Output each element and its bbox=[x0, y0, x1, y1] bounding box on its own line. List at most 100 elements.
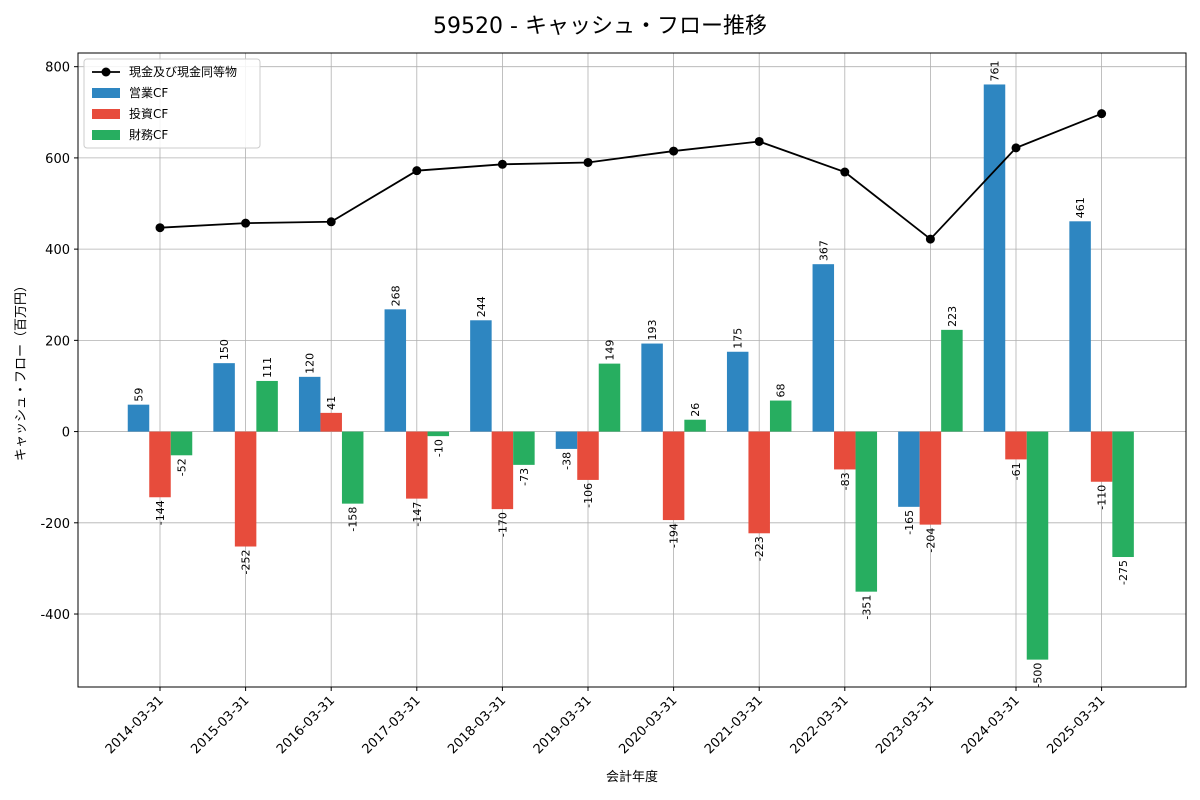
y-tick-label: 600 bbox=[45, 152, 70, 167]
bar-value-label: 111 bbox=[261, 357, 274, 378]
bar-value-label: 175 bbox=[732, 328, 745, 349]
bar-investing bbox=[1005, 431, 1027, 460]
bar-value-label: 68 bbox=[775, 384, 788, 398]
legend-box bbox=[83, 58, 261, 149]
cash-point bbox=[754, 136, 764, 146]
x-tick-label: 2016-03-31 bbox=[274, 693, 338, 757]
bar-financing bbox=[598, 363, 621, 432]
bar-operating bbox=[641, 343, 663, 432]
x-tick-label: 2017-03-31 bbox=[360, 693, 424, 757]
bar-operating bbox=[298, 376, 321, 432]
bar-value-label: -106 bbox=[582, 483, 595, 508]
cash-line bbox=[155, 109, 1107, 244]
bar-value-label: -61 bbox=[1010, 462, 1023, 480]
bar-investing bbox=[320, 412, 342, 432]
bar-financing bbox=[427, 431, 450, 437]
bar-investing bbox=[662, 431, 685, 521]
x-tick-label: 2019-03-31 bbox=[531, 693, 595, 757]
cash-point bbox=[1011, 143, 1021, 153]
bar-operating bbox=[983, 84, 1006, 432]
bar-operating bbox=[1069, 221, 1091, 432]
bar-value-label: -158 bbox=[347, 507, 360, 532]
y-tick-label: 200 bbox=[45, 334, 70, 349]
cash-point bbox=[925, 234, 935, 244]
cash-point bbox=[840, 167, 850, 177]
x-tick-label: 2025-03-31 bbox=[1044, 693, 1108, 757]
bar-value-label: -165 bbox=[903, 510, 916, 535]
cash-line-path bbox=[159, 112, 1102, 241]
bar-operating bbox=[127, 404, 150, 432]
y-axis-label: キャッシュ・フロー（百万円） bbox=[14, 279, 29, 461]
legend-label: 投資CF bbox=[129, 106, 168, 121]
bar-value-label: 41 bbox=[325, 396, 338, 410]
bar-investing bbox=[577, 431, 599, 480]
bar-value-label: 367 bbox=[817, 240, 830, 261]
bar-value-label: 761 bbox=[989, 60, 1002, 81]
bar-value-label: -194 bbox=[668, 523, 681, 548]
legend-bar-swatch bbox=[92, 109, 120, 119]
x-tick-label: 2024-03-31 bbox=[959, 693, 1023, 757]
bar-value-label: -351 bbox=[860, 595, 873, 620]
bar-investing bbox=[491, 431, 514, 510]
bar-value-label: -204 bbox=[924, 528, 937, 553]
bar-labels: 59 150 120 268 244 -38 193 175 367 -165 761 461 -144… bbox=[133, 60, 1131, 687]
bar-value-label: -500 bbox=[1032, 663, 1045, 688]
x-tick-label: 2023-03-31 bbox=[873, 693, 937, 757]
bar-operating bbox=[726, 351, 749, 432]
bar-value-label: -223 bbox=[753, 536, 766, 561]
bar-value-label: -275 bbox=[1117, 560, 1130, 585]
x-tick-label: 2015-03-31 bbox=[188, 693, 252, 757]
bar-value-label: 26 bbox=[689, 403, 702, 417]
x-axis-label: 会計年度 bbox=[606, 769, 658, 785]
bar-value-label: 150 bbox=[218, 339, 231, 360]
bar-value-label: 120 bbox=[304, 353, 317, 374]
cash-point bbox=[326, 217, 336, 227]
bar-value-label: -52 bbox=[176, 458, 189, 476]
cash-point bbox=[583, 157, 593, 167]
legend-bar-swatch bbox=[92, 130, 120, 140]
chart-title: 59520 - キャッシュ・フロー推移 bbox=[433, 14, 767, 39]
x-tick-label: 2022-03-31 bbox=[788, 693, 852, 757]
bar-value-label: -147 bbox=[411, 502, 424, 527]
plot-frame bbox=[77, 52, 1187, 688]
bar-financing bbox=[256, 380, 278, 432]
bar-investing bbox=[1090, 431, 1113, 482]
bar-investing bbox=[149, 431, 171, 498]
bar-investing bbox=[406, 431, 428, 499]
legend-label: 財務CF bbox=[129, 127, 168, 142]
x-tick-label: 2020-03-31 bbox=[616, 693, 680, 757]
bars bbox=[127, 84, 1134, 660]
bar-value-label: 59 bbox=[133, 388, 146, 402]
bar-value-label: -252 bbox=[240, 550, 253, 575]
bar-operating bbox=[384, 309, 407, 432]
y-tick-label: 0 bbox=[62, 426, 70, 441]
bar-value-label: 193 bbox=[646, 320, 659, 341]
bar-investing bbox=[748, 431, 770, 534]
bar-operating bbox=[812, 264, 835, 432]
bar-value-label: -144 bbox=[154, 500, 167, 525]
x-tick-label: 2018-03-31 bbox=[445, 693, 509, 757]
bar-value-label: -110 bbox=[1096, 485, 1109, 510]
bar-value-label: -10 bbox=[432, 439, 445, 457]
x-tick-label: 2014-03-31 bbox=[103, 693, 167, 757]
bar-financing bbox=[855, 431, 878, 592]
bar-operating bbox=[555, 431, 578, 449]
bar-value-label: 223 bbox=[946, 306, 959, 327]
cash-point bbox=[241, 218, 251, 228]
legend-label: 現金及び現金同等物 bbox=[129, 64, 237, 79]
bar-value-label: 461 bbox=[1074, 197, 1087, 218]
bar-financing bbox=[170, 431, 193, 456]
legend-line-marker bbox=[101, 67, 111, 77]
cash-point bbox=[1097, 109, 1107, 119]
bar-financing bbox=[341, 431, 364, 504]
bar-operating bbox=[898, 431, 920, 507]
x-axis: 2014-03-31 2015-03-31 2016-03-31 2017-03-31… bbox=[103, 687, 1108, 757]
bar-investing bbox=[234, 431, 257, 547]
bar-financing bbox=[1026, 431, 1049, 660]
bar-value-label: 244 bbox=[475, 296, 488, 317]
bar-financing bbox=[941, 329, 963, 432]
bar-investing bbox=[919, 431, 942, 525]
legend-bar-swatch bbox=[92, 88, 120, 98]
bar-value-label: -170 bbox=[496, 512, 509, 537]
